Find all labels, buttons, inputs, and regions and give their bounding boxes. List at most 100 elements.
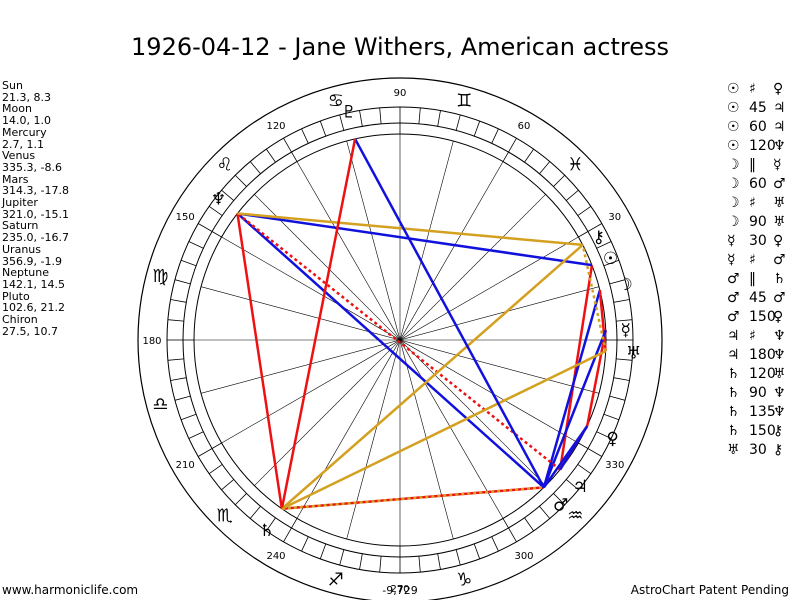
aspect-planet-b: ♆: [773, 385, 786, 401]
aspect-planet-a: ♄: [727, 366, 740, 382]
aspect-planet-b: ♀: [773, 233, 784, 249]
aspect-planet-b: ♆: [773, 328, 786, 344]
tick: [283, 527, 292, 542]
tick: [188, 431, 204, 439]
aspect-row: ♄ 135♆: [727, 403, 795, 422]
sector-tick: [291, 151, 298, 162]
chart-title: 1926-04-12 - Jane Withers, American actr…: [131, 33, 669, 61]
sector-tick: [578, 442, 589, 449]
aspect-planet-a: ☽: [727, 214, 740, 230]
tick: [491, 128, 499, 144]
aspect-row: ♄ 120♅: [727, 365, 795, 384]
aspect-planet-b: ♄: [773, 271, 786, 287]
aspect-symbol: 135: [749, 404, 776, 420]
tick: [596, 241, 612, 249]
tick: [491, 536, 499, 552]
tick: [188, 241, 204, 249]
body-coords: 321.0, -15.1: [2, 207, 69, 221]
degree-ticks: [167, 107, 633, 573]
tick: [180, 413, 197, 421]
aspect-planet-a: ☉: [727, 138, 740, 154]
tick: [524, 517, 534, 532]
sector-tick: [211, 442, 222, 449]
tick: [301, 536, 309, 552]
degree-label: 30: [608, 212, 621, 223]
degree-label: 60: [518, 121, 531, 132]
tick: [508, 138, 517, 153]
aspect-line: [237, 212, 593, 267]
tick: [167, 358, 184, 361]
aspect-line: [236, 212, 545, 489]
body-coords: 2.7, 1.1: [2, 137, 44, 151]
tick: [524, 148, 534, 163]
tick: [249, 161, 261, 175]
tick: [198, 448, 213, 457]
degree-label: 180: [142, 336, 161, 347]
aspect-symbol: 60: [749, 176, 767, 192]
tick: [379, 107, 382, 124]
aspect-line: [353, 138, 545, 489]
tick: [283, 138, 292, 153]
footer-notice: AstroChart Patent Pending: [630, 583, 789, 597]
spokes: [194, 134, 606, 546]
tick: [234, 174, 247, 187]
body-name: Saturn: [2, 219, 39, 233]
tick: [613, 299, 630, 303]
zodiac-sign-icon: ♑: [456, 570, 472, 591]
aspect-symbol: ♯: [749, 81, 756, 97]
planet-glyph-icon: ♀: [606, 429, 618, 449]
body-name: Sun: [2, 79, 23, 92]
aspect-line: [281, 350, 607, 510]
aspect-symbol: ‖: [749, 157, 756, 173]
tick: [266, 148, 276, 163]
tick: [170, 299, 187, 303]
tick: [249, 505, 261, 519]
bottom-value: -9,729: [382, 584, 417, 597]
aspect-planet-b: ♅: [773, 195, 786, 211]
aspect-symbol: 120: [749, 138, 776, 154]
body-coords: 356.9, -1.9: [2, 254, 62, 268]
tick: [359, 110, 363, 127]
body-coords: 335.3, -8.6: [2, 160, 62, 174]
aspect-planet-a: ☉: [727, 119, 740, 135]
zodiac-sign-icon: ♋: [328, 90, 344, 111]
aspect-planet-b: ♆: [773, 404, 786, 420]
tick: [170, 377, 187, 381]
aspect-planet-b: ♅: [773, 214, 786, 230]
glyph-layer: 30 60 90 120 150 180 210 240 270 300 330 -9,729 ♊ ♋ ♌ ♍…: [142, 88, 641, 597]
tick: [174, 279, 191, 285]
tick: [234, 493, 247, 506]
aspect-planet-a: ♄: [727, 385, 740, 401]
aspect-line: [281, 243, 584, 510]
aspect-symbol: 120: [749, 366, 776, 382]
aspect-symbol: 60: [749, 119, 767, 135]
body-name: Mars: [2, 172, 29, 186]
tick: [180, 259, 197, 267]
aspect-planet-b: ♀: [773, 81, 784, 97]
aspect-symbol: ♯: [749, 252, 756, 268]
aspect-planet-b: ♂: [773, 290, 786, 306]
tick: [473, 120, 481, 137]
tick: [266, 517, 276, 532]
tick: [301, 128, 309, 144]
aspect-planet-b: ♀: [773, 309, 784, 325]
zodiac-sign-icon: ♏: [217, 505, 233, 526]
aspect-planet-a: ♅: [727, 442, 740, 458]
planet-glyph-icon: ♃: [573, 477, 588, 497]
aspect-symbol: ♯: [749, 195, 756, 211]
aspect-row: ♂ ‖ ♄: [727, 270, 795, 289]
body-name: Pluto: [2, 289, 30, 303]
aspect-planet-a: ☿: [727, 233, 736, 249]
zodiac-sign-icon: ♊: [456, 90, 472, 111]
aspect-line: [559, 425, 589, 471]
aspect-symbol: 45: [749, 290, 767, 306]
degree-label: 300: [514, 551, 533, 562]
aspect-lines: [236, 138, 607, 510]
body-coords: 314.3, -17.8: [2, 184, 69, 198]
aspect-planet-a: ♂: [727, 309, 740, 325]
footer-website[interactable]: www.harmoniclife.com: [2, 583, 139, 597]
planet-glyph-icon: ☿: [621, 320, 631, 340]
tick: [455, 114, 461, 131]
aspect-line: [236, 213, 284, 509]
aspect-planet-a: ☽: [727, 157, 740, 173]
